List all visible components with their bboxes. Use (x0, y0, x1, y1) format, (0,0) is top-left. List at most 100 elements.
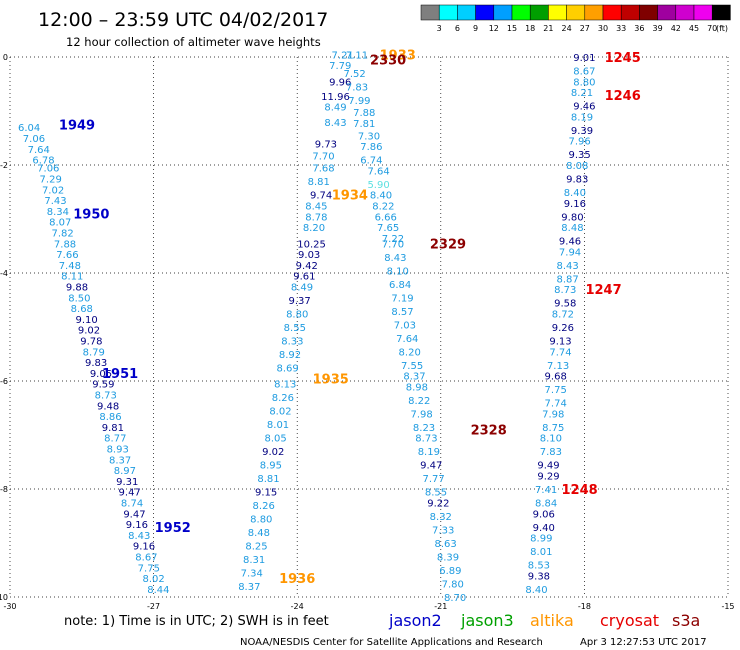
colorbar-label: 9 (473, 24, 478, 33)
wave-height-value: 8.77 (104, 434, 126, 445)
y-tick-label: -4 (0, 269, 8, 278)
wave-height-value: 8.49 (291, 283, 313, 294)
wave-height-value: 8.57 (391, 307, 413, 318)
colorbar-swatch (602, 4, 622, 21)
wave-height-value: 8.10 (540, 434, 562, 445)
wave-height-value: 9.68 (545, 372, 567, 383)
wave-height-value: 9.88 (66, 283, 88, 294)
colorbar-swatch (711, 4, 731, 21)
wave-height-value: 7.65 (377, 223, 399, 234)
wave-height-value: 9.96 (329, 77, 351, 88)
wave-height-value: 8.73 (554, 285, 576, 296)
wave-height-value: 6.74 (360, 156, 382, 167)
wave-height-value: 7.83 (540, 447, 562, 458)
wave-height-value: 8.19 (418, 447, 440, 458)
wave-height-value: 9.02 (78, 326, 100, 337)
wave-height-value: 8.75 (542, 423, 564, 434)
wave-height-value: 8.11 (61, 272, 83, 283)
wave-height-value: 7.11 (346, 50, 368, 61)
wave-height-value: 9.39 (571, 126, 593, 137)
colorbar: 3 6 9 12 15 18 21 24 27 30 33 36 39 42 45 70(ft) (420, 4, 731, 33)
wave-height-value: 9.47 (119, 488, 141, 499)
wave-height-value: 9.10 (75, 315, 97, 326)
pass-time-label: 1246 (605, 89, 641, 104)
satellite-legend: note: 1) Time is in UTC; 2) SWH is in fe… (64, 611, 700, 630)
colorbar-swatch (493, 4, 513, 21)
x-tick-label: -24 (291, 602, 304, 611)
colorbar-label: 42 (671, 24, 681, 33)
wave-height-value: 8.73 (95, 391, 117, 402)
wave-height-value: 8.45 (305, 202, 327, 213)
wave-height-value: 7.19 (391, 293, 413, 304)
wave-height-value: 8.79 (83, 347, 105, 358)
wave-height-value: 9.35 (568, 150, 590, 161)
wave-height-value: 9.46 (573, 102, 595, 113)
pass-time-label: 1949 (59, 119, 95, 134)
wave-height-value: 9.81 (102, 423, 124, 434)
wave-height-value: 8.07 (49, 218, 71, 229)
y-tick-label: -2 (0, 161, 8, 170)
footnote: note: 1) Time is in UTC; 2) SWH is in fe… (64, 614, 329, 629)
colorbar-swatch (420, 4, 440, 21)
wave-height-value: 7.75 (545, 385, 567, 396)
wave-height-value: 8.22 (372, 202, 394, 213)
x-tick-label: -30 (3, 602, 16, 611)
wave-height-value: 8.21 (571, 88, 593, 99)
wave-height-value: 8.72 (552, 310, 574, 321)
colorbar-label: 33 (616, 24, 626, 33)
wave-height-value: 7.03 (394, 320, 416, 331)
pass-time-label: 1935 (313, 372, 349, 387)
wave-height-value: 8.74 (121, 499, 143, 510)
wave-height-value: 9.80 (561, 212, 583, 223)
colorbar-swatch (438, 4, 458, 21)
wave-height-value: 7.02 (42, 185, 64, 196)
pass-time-label: 1951 (102, 367, 138, 382)
wave-height-value: 7.86 (360, 142, 382, 153)
wave-height-value: 9.40 (533, 523, 555, 534)
wave-height-value: 7.13 (547, 361, 569, 372)
wave-height-value: 7.75 (138, 563, 160, 574)
wave-height-value: 9.42 (296, 261, 318, 272)
wave-height-value: 7.41 (535, 485, 557, 496)
colorbar-label: 24 (562, 24, 572, 33)
wave-height-value: 8.43 (384, 253, 406, 264)
wave-height-value: 6.66 (375, 212, 397, 223)
wave-height-value: 8.33 (281, 337, 303, 348)
colorbar-swatch (675, 4, 695, 21)
wave-height-value: 7.80 (442, 580, 464, 591)
wave-height-value: 8.08 (566, 161, 588, 172)
wave-height-value: 8.48 (561, 223, 583, 234)
wave-height-value: 8.37 (109, 455, 131, 466)
pass-time-label: 1950 (73, 208, 109, 223)
wave-height-value: 7.55 (401, 361, 423, 372)
wave-height-value: 8.44 (147, 585, 169, 596)
wave-height-value: 8.53 (528, 561, 550, 572)
wave-height-value: 8.39 (437, 553, 459, 564)
wave-height-value: 7.33 (432, 526, 454, 537)
wave-height-value: 6.04 (18, 123, 40, 134)
wave-height-value: 6.89 (439, 566, 461, 577)
wave-height-value: 8.34 (47, 207, 69, 218)
wave-height-value: 9.47 (420, 461, 442, 472)
wave-height-value: 8.81 (308, 177, 330, 188)
data-marks: 6.047.067.646.787.067.297.027.438.348.07… (18, 48, 641, 604)
legend-jason2: jason2 (388, 611, 442, 630)
wave-height-value: 8.55 (284, 323, 306, 334)
wave-height-value: 7.22 (382, 234, 404, 245)
wave-height-value: 8.68 (71, 304, 93, 315)
wave-height-value: 9.49 (537, 461, 559, 472)
wave-height-value: 6.78 (32, 156, 54, 167)
colorbar-label: 12 (489, 24, 499, 33)
wave-height-value: 9.15 (255, 488, 277, 499)
wave-height-value: 9.03 (298, 250, 320, 261)
y-tick-label: -6 (0, 377, 8, 386)
colorbar-swatch (584, 4, 604, 21)
wave-height-value: 8.55 (425, 488, 447, 499)
wave-height-value: 7.64 (396, 334, 418, 345)
legend-altika: altika (530, 611, 574, 630)
wave-height-value: 7.43 (44, 196, 66, 207)
pass-time-label: 1952 (155, 521, 191, 536)
wave-height-value: 9.47 (123, 509, 145, 520)
colorbar-swatch (566, 4, 586, 21)
credit-text: NOAA/NESDIS Center for Satellite Applica… (240, 637, 543, 648)
